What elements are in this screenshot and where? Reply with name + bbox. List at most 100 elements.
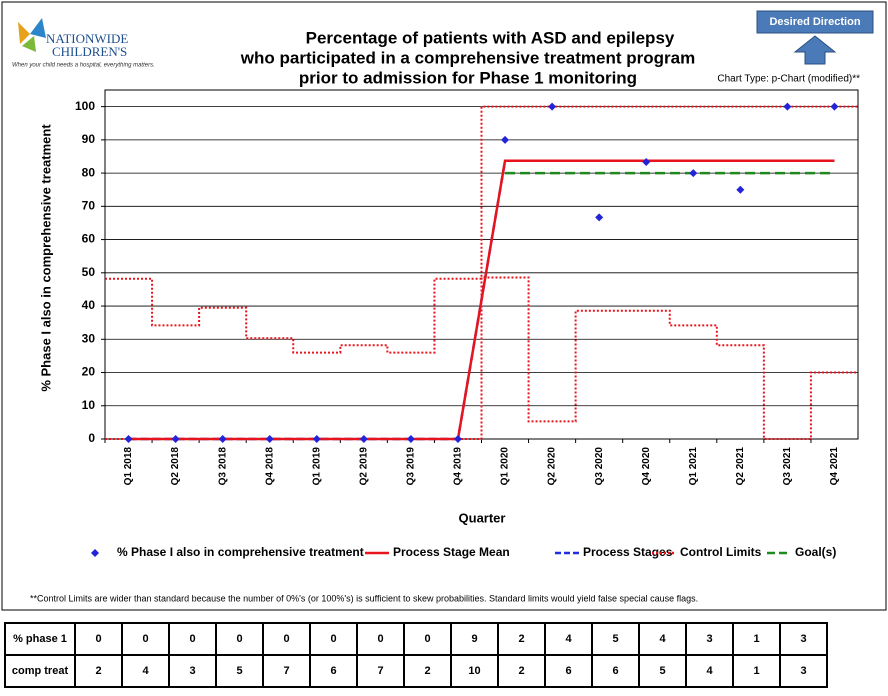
table-cell: 3	[779, 654, 828, 688]
y-tick-label: 30	[82, 331, 96, 345]
data-point	[830, 102, 839, 111]
y-tick-label: 50	[82, 265, 96, 279]
chart-title: Percentage of patients with ASD and epil…	[306, 28, 675, 47]
x-tick-label: Q3 2018	[217, 447, 228, 486]
table-cell: 1	[732, 622, 781, 656]
y-tick-label: 10	[82, 398, 96, 412]
row-label: % phase 1	[4, 622, 76, 656]
data-point	[501, 135, 510, 144]
up-arrow	[793, 35, 837, 65]
table-cell: 1	[732, 654, 781, 688]
x-axis-title: Quarter	[459, 510, 506, 525]
data-point	[689, 169, 698, 178]
table-cell: 3	[168, 654, 217, 688]
y-tick-label: 70	[82, 199, 96, 213]
logo-name: CHILDREN'S	[52, 44, 127, 59]
legend-label: Goal(s)	[795, 545, 836, 559]
data-point	[359, 435, 368, 443]
y-tick-label: 0	[88, 431, 95, 445]
x-tick-label: Q1 2020	[500, 447, 511, 486]
table-cell: 0	[356, 622, 405, 656]
data-point	[171, 435, 180, 443]
series-line	[128, 159, 835, 441]
legend-marker	[91, 549, 99, 557]
table-cell: 4	[121, 654, 170, 688]
table-cell: 3	[685, 622, 734, 656]
table-cell: 0	[168, 622, 217, 656]
x-tick-label: Q4 2018	[264, 447, 275, 486]
table-cell: 2	[497, 654, 546, 688]
y-tick-label: 100	[75, 99, 95, 113]
x-tick-label: Q1 2021	[688, 447, 699, 486]
data-point	[736, 185, 745, 194]
table-cell: 10	[450, 654, 499, 688]
table-cell: 5	[215, 654, 264, 688]
chart-title: prior to admission for Phase 1 monitorin…	[299, 68, 637, 87]
table-cell: 2	[497, 622, 546, 656]
x-tick-label: Q4 2019	[453, 447, 464, 486]
table-cell: 7	[356, 654, 405, 688]
table-cell: 7	[262, 654, 311, 688]
table-cell: 0	[74, 622, 123, 656]
table-cell: 0	[262, 622, 311, 656]
logo-name: NATIONWIDE	[46, 31, 128, 46]
table-cell: 4	[638, 622, 687, 656]
table-cell: 0	[309, 622, 358, 656]
logo-tagline: When your child needs a hospital, everyt…	[12, 63, 155, 69]
table-cell: 2	[403, 654, 452, 688]
data-point	[265, 435, 274, 443]
data-point	[218, 435, 227, 443]
x-tick-label: Q2 2018	[170, 447, 181, 486]
x-tick-label: Q1 2019	[311, 447, 322, 486]
data-point	[642, 158, 651, 167]
y-tick-label: 80	[82, 165, 96, 179]
x-tick-label: Q3 2019	[406, 447, 417, 486]
data-point	[124, 435, 133, 443]
table-row: comp treat 2 4 3 5 7 6 7 2 10 2 6 6 5 4 1 3	[4, 654, 828, 688]
data-point	[548, 102, 557, 111]
table-cell: 2	[74, 654, 123, 688]
x-tick-label: Q1 2018	[123, 447, 134, 486]
chart-type-note: Chart Type: p-Chart (modified)**	[717, 74, 860, 85]
x-tick-label: Q4 2021	[829, 447, 840, 486]
x-tick-label: Q3 2021	[782, 447, 793, 486]
desired-direction: Desired Direction	[769, 16, 860, 28]
legend-label: Process Stage Mean	[393, 545, 510, 559]
table-cell: 0	[121, 622, 170, 656]
desired-direction-box	[756, 10, 874, 34]
x-tick-label: Q2 2019	[358, 447, 369, 486]
table-cell: 3	[779, 622, 828, 656]
row-label: comp treat	[4, 654, 76, 688]
y-tick-label: 20	[82, 365, 96, 379]
table-cell: 6	[544, 654, 593, 688]
data-table: % phase 1 0 0 0 0 0 0 0 0 9 2 4 5 4 3 1 3 comp treat 2 4 3 5 7…	[4, 622, 828, 688]
table-cell: 9	[450, 622, 499, 656]
table-cell: 6	[309, 654, 358, 688]
table-cell: 6	[591, 654, 640, 688]
y-tick-label: 60	[82, 232, 96, 246]
chart-title: who participated in a comprehensive trea…	[240, 48, 695, 67]
table-cell: 4	[544, 622, 593, 656]
y-axis-title: % Phase I also in comprehensive treatmen…	[38, 124, 53, 392]
data-point	[595, 213, 604, 222]
data-point	[783, 102, 792, 111]
logo: NATIONWIDE CHILDREN'S When your child ne…	[12, 18, 155, 69]
legend-label: Control Limits	[680, 545, 762, 559]
x-tick-label: Q3 2020	[594, 447, 605, 486]
table-cell: 0	[403, 622, 452, 656]
data-point	[453, 435, 462, 443]
y-tick-label: 90	[82, 132, 96, 146]
x-tick-label: Q4 2020	[641, 447, 652, 486]
x-tick-label: Q2 2020	[547, 447, 558, 486]
table-cell: 4	[685, 654, 734, 688]
data-point	[312, 435, 321, 443]
legend-label: Process Stages	[583, 545, 673, 559]
legend-label: % Phase I also in comprehensive treatmen…	[117, 545, 364, 559]
chart: NATIONWIDE CHILDREN'S When your child ne…	[1, 1, 887, 611]
footnote: **Control Limits are wider than standard…	[30, 593, 698, 603]
data-point	[406, 435, 415, 443]
table-cell: 0	[215, 622, 264, 656]
table-cell: 5	[638, 654, 687, 688]
